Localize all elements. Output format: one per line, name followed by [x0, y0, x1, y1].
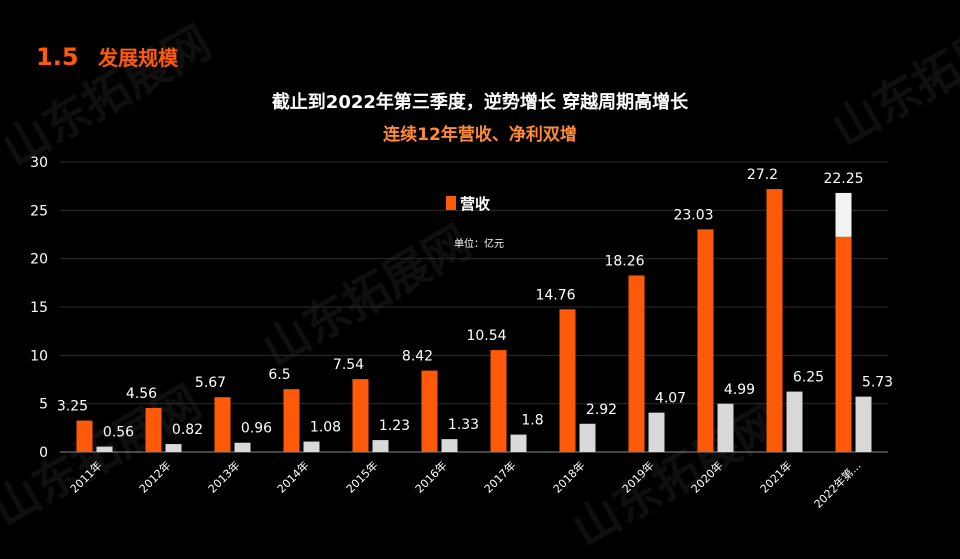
y-tick-label: 10	[30, 348, 48, 364]
y-tick-label: 5	[39, 397, 48, 413]
revenue-bar	[766, 189, 783, 453]
x-tick-label: 2021年	[757, 458, 794, 495]
revenue-bar	[697, 229, 714, 452]
x-tick-label: 2013年	[205, 458, 242, 495]
profit-value-label: 0.82	[172, 422, 203, 438]
slide-headline: 截止到2022年第三季度，逆势增长 穿越周期高增长	[271, 92, 689, 113]
revenue-value-label: 5.67	[195, 375, 226, 391]
y-tick-label: 15	[30, 300, 48, 316]
x-tick-label: 2019年	[619, 458, 656, 495]
profit-bar	[303, 441, 320, 452]
revenue-value-label: 10.54	[466, 328, 506, 344]
revenue-value-label: 4.56	[126, 386, 157, 402]
profit-value-label: 6.25	[793, 370, 824, 386]
revenue-bar	[283, 389, 300, 452]
revenue-value-label: 18.26	[604, 253, 644, 269]
profit-value-label: 5.73	[862, 375, 893, 391]
revenue-bar	[145, 407, 162, 452]
section-heading: 1.5 发展规模	[36, 42, 178, 71]
profit-value-label: 1.33	[448, 417, 479, 433]
y-tick-label: 0	[39, 445, 48, 461]
profit-value-label: 4.99	[724, 382, 755, 398]
profit-bar	[510, 434, 527, 452]
profit-bar	[372, 440, 389, 452]
profit-bar	[234, 442, 251, 452]
section-number: 1.5	[36, 43, 79, 71]
legend-label-revenue: 营收	[460, 195, 490, 213]
revenue-bar	[835, 236, 852, 452]
revenue-value-label: 22.25	[823, 171, 863, 187]
x-tick-label: 2016年	[412, 458, 449, 495]
revenue-value-label: 6.5	[268, 367, 290, 383]
bar-chart: 0 5 10 15 20 25 30 3.25 0.56 2011年 4.56 0.82 2012年 5.…	[30, 155, 893, 511]
profit-value-label: 1.23	[379, 418, 410, 434]
revenue-bar	[490, 350, 507, 452]
profit-bar	[786, 391, 803, 452]
slide-subheadline: 连续12年营收、净利双增	[383, 125, 577, 145]
profit-bar	[648, 412, 665, 452]
x-tick-label: 2017年	[481, 458, 518, 495]
revenue-value-label: 14.76	[535, 287, 575, 303]
section-title: 发展规模	[98, 46, 179, 70]
profit-bar	[717, 403, 734, 452]
x-tick-label: 2018年	[550, 458, 587, 495]
revenue-bar	[352, 379, 369, 452]
x-tick-label: 2011年	[67, 458, 104, 495]
x-tick-label: 2012年	[136, 458, 173, 495]
profit-bar	[165, 444, 182, 452]
revenue-bar	[214, 397, 231, 452]
revenue-value-label: 23.03	[673, 207, 713, 223]
revenue-bar	[559, 309, 576, 452]
revenue-value-label: 7.54	[333, 357, 364, 373]
profit-bar	[855, 396, 872, 452]
revenue-value-label: 3.25	[57, 399, 88, 415]
profit-bar	[579, 423, 596, 452]
profit-bar	[96, 446, 113, 452]
profit-value-label: 2.92	[586, 402, 617, 418]
profit-bar	[441, 439, 458, 452]
x-tick-label: 2015年	[343, 458, 380, 495]
x-tick-label: 2014年	[274, 458, 311, 495]
revenue-value-label: 27.2	[747, 167, 778, 183]
legend-swatch-revenue	[446, 196, 456, 210]
revenue-bar	[76, 420, 93, 452]
revenue-bar	[421, 370, 438, 452]
y-tick-label: 30	[30, 155, 48, 171]
profit-value-label: 0.96	[241, 421, 272, 437]
profit-value-label: 0.56	[103, 425, 134, 441]
y-tick-label: 20	[30, 252, 48, 268]
unit-label: 单位：亿元	[454, 237, 504, 250]
profit-value-label: 1.8	[521, 413, 543, 429]
revenue-value-label: 8.42	[402, 349, 433, 365]
highlight-bar-top	[835, 192, 852, 237]
x-tick-label: 2020年	[688, 458, 725, 495]
revenue-bar	[628, 275, 645, 452]
profit-value-label: 1.08	[310, 420, 341, 436]
y-tick-label: 25	[30, 203, 48, 219]
profit-value-label: 4.07	[655, 391, 686, 407]
x-tick-label: 2022年第...	[811, 458, 864, 511]
